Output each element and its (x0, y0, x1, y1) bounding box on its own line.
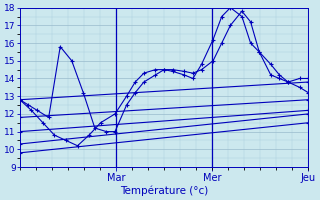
X-axis label: Température (°c): Température (°c) (120, 185, 208, 196)
